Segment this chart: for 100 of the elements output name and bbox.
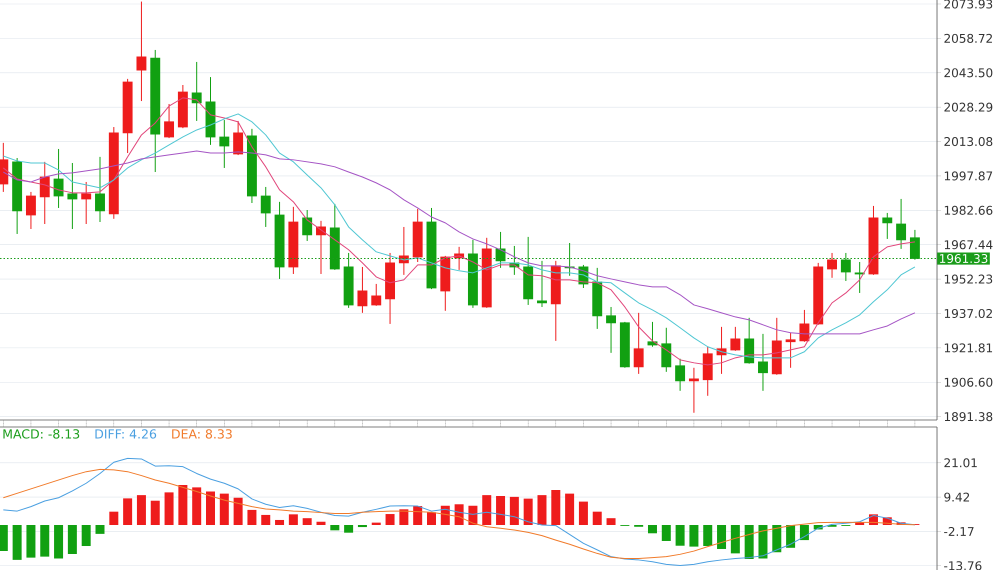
candlestick [661, 327, 672, 372]
bar [578, 502, 588, 525]
bar [662, 524, 671, 541]
bar [800, 524, 809, 540]
candlestick [827, 252, 837, 278]
bar [288, 514, 298, 525]
bar [399, 509, 408, 525]
bar [703, 524, 712, 546]
candlestick [730, 326, 740, 352]
bar [592, 512, 602, 525]
text: DEA: 8.33 [172, 429, 232, 439]
candlestick [744, 317, 754, 364]
candlestick [799, 309, 810, 342]
y-tick-label: 1967.44 [944, 240, 992, 250]
ref-line-label: 1961.33 [940, 254, 988, 264]
candlestick [81, 181, 92, 225]
bar [68, 524, 77, 554]
candlestick [675, 358, 686, 392]
y-tick-label: 1937.02 [944, 308, 992, 318]
bar [40, 524, 50, 557]
bar [26, 524, 36, 558]
bar [150, 500, 160, 525]
bar [482, 495, 492, 525]
bar [413, 506, 422, 525]
candlestick [316, 220, 326, 274]
bar [648, 524, 657, 534]
bar [330, 524, 340, 530]
y-tick-label: 1921.81 [944, 343, 992, 352]
candlestick [54, 148, 64, 208]
candlestick [164, 103, 174, 139]
candlestick [260, 186, 271, 228]
y-tick-label: 9.42 [944, 492, 970, 502]
candlestick [882, 212, 892, 240]
bar [234, 498, 243, 525]
y-tick-label: 2028.29 [944, 102, 992, 112]
bar [510, 496, 519, 525]
candlestick [688, 367, 699, 414]
y-tick-label: 2043.50 [944, 68, 992, 78]
y-tick-label: -2.17 [944, 526, 974, 536]
y-tick-label: 2058.72 [944, 34, 992, 43]
y-tick-label: -13.76 [944, 561, 982, 570]
bar [206, 492, 215, 525]
bar [220, 494, 229, 525]
y-tick-label: 1997.87 [944, 171, 992, 180]
candlestick [357, 266, 368, 314]
bar [786, 524, 796, 548]
candlestick [634, 312, 644, 374]
candlestick [95, 156, 105, 222]
candlestick [302, 209, 312, 242]
bar [178, 485, 188, 525]
bar [730, 524, 740, 554]
bar [12, 524, 22, 560]
bar [524, 498, 533, 525]
bar [316, 522, 326, 525]
candlestick [786, 332, 796, 368]
candlestick [233, 120, 244, 156]
bar [565, 494, 574, 525]
bar [261, 514, 270, 525]
candlestick [67, 162, 78, 230]
bar [689, 524, 698, 547]
bar [302, 518, 312, 525]
y-tick-label: 1952.23 [944, 274, 992, 284]
y-tick-label: 1891.38 [944, 412, 992, 422]
candlestick [854, 261, 865, 294]
candlestick [648, 321, 658, 348]
bar [758, 524, 768, 558]
bar [123, 498, 132, 525]
candlestick [758, 333, 768, 392]
candlestick [136, 1, 146, 102]
bar [386, 514, 395, 525]
bar [496, 496, 506, 525]
candlestick [219, 120, 230, 168]
bar [426, 512, 436, 525]
bar [275, 520, 284, 525]
bar [358, 524, 367, 528]
candlestick [26, 191, 36, 230]
bar [606, 518, 616, 525]
bar [537, 495, 546, 525]
text: MACD: -8.13 [3, 429, 80, 439]
bar [82, 524, 91, 546]
bar [109, 512, 118, 525]
bar [164, 492, 174, 525]
bar [744, 524, 754, 560]
bar [192, 487, 202, 525]
bar [717, 524, 726, 549]
bar [551, 490, 560, 525]
y-tick-label: 2013.08 [944, 137, 992, 146]
bar [344, 524, 354, 533]
bar [0, 524, 8, 552]
candlestick [606, 306, 616, 354]
bar [96, 524, 104, 534]
y-tick-label: 1906.60 [944, 378, 992, 387]
bar [676, 524, 685, 546]
y-tick-label: 21.01 [944, 458, 977, 468]
candlestick [371, 283, 382, 306]
candlestick [537, 260, 547, 308]
series-label: DIFF: 4.26 [95, 429, 156, 439]
bar [772, 524, 782, 552]
bar [247, 510, 256, 525]
candlestick [192, 61, 202, 122]
